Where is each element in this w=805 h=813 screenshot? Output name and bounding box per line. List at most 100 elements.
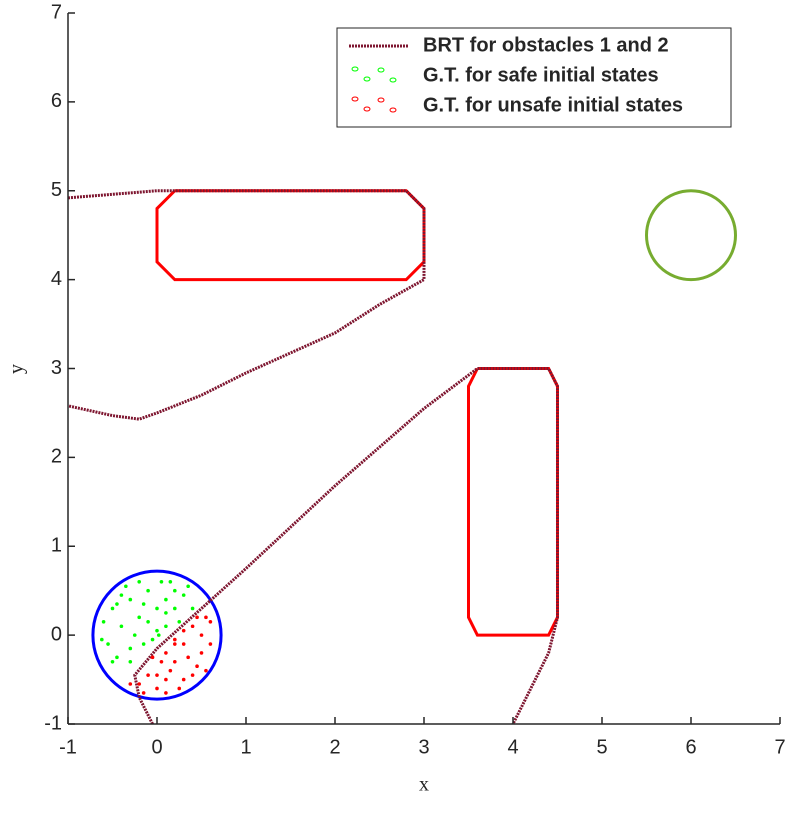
sample-point <box>199 651 204 655</box>
obstacle <box>155 189 426 282</box>
sample-point <box>155 606 159 611</box>
sample-point <box>159 659 164 664</box>
sample-point <box>101 619 106 624</box>
sample-point <box>155 628 159 633</box>
sample-point <box>173 606 177 611</box>
obstacle <box>467 367 559 637</box>
sample-point <box>208 619 213 624</box>
sample-point <box>208 642 213 646</box>
sample-point <box>146 619 150 624</box>
sample-point <box>110 659 115 664</box>
sample-point <box>146 673 150 677</box>
brt-line <box>67 189 559 725</box>
y-tick-label: 5 <box>51 179 62 201</box>
sample-point <box>115 655 119 660</box>
region-circle <box>645 189 737 282</box>
y-tick-label: 3 <box>51 357 62 379</box>
sample-point <box>168 580 173 584</box>
sample-point <box>181 677 186 682</box>
sample-point <box>164 597 168 602</box>
legend-swatch <box>389 77 397 83</box>
y-tick-label: 7 <box>51 1 62 23</box>
legend-swatch <box>351 96 359 102</box>
sample-point <box>141 691 146 695</box>
sample-point <box>173 659 177 664</box>
sample-point <box>124 584 128 589</box>
sample-point <box>155 673 159 677</box>
y-tick-label: 4 <box>51 268 62 290</box>
sample-point <box>150 655 155 660</box>
sample-point <box>132 633 137 637</box>
sample-point <box>141 602 146 606</box>
legend-swatch <box>363 106 371 112</box>
sample-point <box>150 637 155 642</box>
sample-point <box>164 651 168 655</box>
x-tick-label: 3 <box>418 736 429 758</box>
sample-point <box>181 628 186 633</box>
sample-point <box>164 691 168 695</box>
sample-point <box>137 682 141 686</box>
sample-point <box>164 611 168 615</box>
sample-point <box>164 677 168 682</box>
x-tick-label: 1 <box>240 736 251 758</box>
x-tick-label: 0 <box>151 736 162 758</box>
sample-point <box>128 682 133 686</box>
x-tick-label: 6 <box>685 736 696 758</box>
y-axis-label: y <box>6 364 28 374</box>
legend-label: G.T. for safe initial states <box>423 64 659 86</box>
legend: BRT for obstacles 1 and 2 G.T. for safe i… <box>336 27 732 128</box>
sample-point <box>164 624 168 629</box>
legend-swatch <box>389 107 397 113</box>
sample-point <box>137 580 141 584</box>
y-tick-label: 2 <box>51 446 62 468</box>
sample-point <box>190 606 195 611</box>
sample-point <box>128 646 133 651</box>
legend-swatch <box>377 67 385 73</box>
legend-swatch <box>351 66 359 72</box>
x-tick-label: 4 <box>507 736 518 758</box>
legend-label: BRT for obstacles 1 and 2 <box>423 34 669 56</box>
sample-point <box>204 615 208 620</box>
sample-point <box>186 584 190 589</box>
legend-swatch <box>363 76 371 82</box>
sample-point <box>119 593 124 597</box>
sample-point <box>173 588 177 593</box>
sample-point <box>181 642 186 646</box>
sample-point <box>155 686 159 691</box>
sample-point <box>173 637 177 642</box>
sample-point <box>156 633 161 637</box>
sample-point <box>146 588 150 593</box>
sample-point <box>100 637 104 642</box>
y-tick-label: 0 <box>51 623 62 645</box>
y-tick-label: -1 <box>44 712 62 734</box>
region-circle <box>91 569 223 701</box>
x-tick-label: 5 <box>596 736 607 758</box>
sample-point <box>177 686 182 691</box>
sample-point <box>177 619 182 624</box>
sample-point <box>195 615 199 620</box>
sample-point <box>141 642 146 646</box>
sample-point <box>137 615 141 620</box>
y-tick-label: 6 <box>51 90 62 112</box>
sample-point <box>115 602 119 606</box>
sample-point <box>190 673 195 677</box>
sample-point <box>128 659 133 664</box>
sample-point <box>204 668 208 673</box>
legend-box <box>336 27 732 128</box>
sample-point <box>128 597 133 602</box>
sample-point <box>186 655 190 660</box>
sample-point <box>181 593 186 597</box>
sample-point <box>106 642 110 646</box>
x-tick-label: 7 <box>774 736 785 758</box>
sample-point <box>195 664 199 669</box>
sample-point <box>168 668 173 673</box>
sample-point <box>199 633 204 637</box>
x-tick-label: 2 <box>329 736 340 758</box>
sample-point <box>173 642 177 646</box>
legend-label: G.T. for unsafe initial states <box>423 94 683 116</box>
sample-point <box>119 624 124 629</box>
y-tick-label: 1 <box>51 535 62 557</box>
sample-point <box>110 606 115 611</box>
legend-swatch <box>377 97 385 103</box>
